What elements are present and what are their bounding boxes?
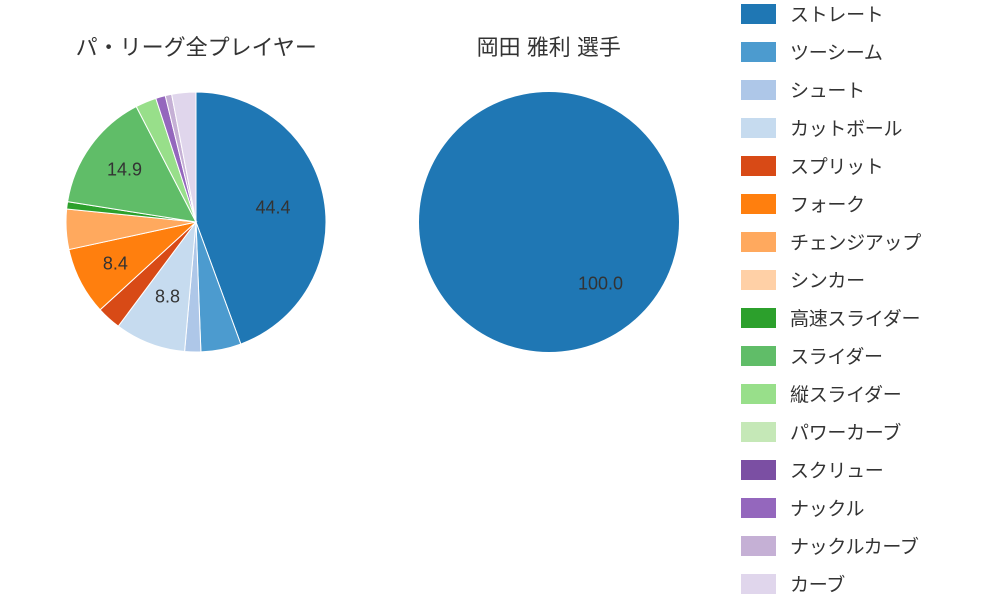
- legend-label: スクリュー: [790, 456, 884, 483]
- legend-item: ツーシーム: [741, 38, 982, 65]
- legend-label: カットボール: [790, 114, 902, 141]
- legend-swatch: [741, 232, 776, 252]
- chart-title: 岡田 雅利 選手: [477, 30, 621, 62]
- pie-slice: [419, 92, 679, 352]
- legend-item: 高速スライダー: [741, 304, 982, 331]
- legend-item: ストレート: [741, 0, 982, 27]
- legend-label: ナックルカーブ: [790, 532, 919, 559]
- legend-swatch: [741, 156, 776, 176]
- legend-swatch: [741, 80, 776, 100]
- legend-label: スライダー: [790, 342, 883, 369]
- legend-label: シンカー: [790, 266, 865, 293]
- charts-area: パ・リーグ全プレイヤー 44.48.88.414.9 岡田 雅利 選手 100.0: [0, 0, 735, 600]
- legend-swatch: [741, 346, 776, 366]
- legend-item: スライダー: [741, 342, 982, 369]
- legend-label: ストレート: [790, 0, 884, 27]
- legend-label: シュート: [790, 76, 865, 103]
- legend-item: ナックルカーブ: [741, 532, 982, 559]
- legend-item: シュート: [741, 76, 982, 103]
- legend-item: ナックル: [741, 494, 982, 521]
- legend: ストレートツーシームシュートカットボールスプリットフォークチェンジアップシンカー…: [735, 0, 1000, 600]
- legend-item: スプリット: [741, 152, 982, 179]
- legend-item: シンカー: [741, 266, 982, 293]
- legend-swatch: [741, 308, 776, 328]
- legend-swatch: [741, 4, 776, 24]
- legend-swatch: [741, 536, 776, 556]
- legend-swatch: [741, 118, 776, 138]
- legend-item: 縦スライダー: [741, 380, 982, 407]
- pie-wrap: 44.48.88.414.9: [56, 82, 336, 362]
- legend-swatch: [741, 270, 776, 290]
- legend-swatch: [741, 460, 776, 480]
- legend-swatch: [741, 42, 776, 62]
- legend-swatch: [741, 194, 776, 214]
- legend-swatch: [741, 422, 776, 442]
- legend-label: 高速スライダー: [790, 304, 920, 331]
- legend-swatch: [741, 384, 776, 404]
- legend-label: フォーク: [790, 190, 865, 217]
- legend-item: チェンジアップ: [741, 228, 982, 255]
- chart-title: パ・リーグ全プレイヤー: [76, 30, 317, 62]
- legend-swatch: [741, 498, 776, 518]
- legend-label: ツーシーム: [790, 38, 883, 65]
- pie-wrap: 100.0: [409, 82, 689, 362]
- legend-label: ナックル: [790, 494, 864, 521]
- legend-item: フォーク: [741, 190, 982, 217]
- legend-label: パワーカーブ: [790, 418, 901, 445]
- legend-swatch: [741, 574, 776, 594]
- legend-label: スプリット: [790, 152, 884, 179]
- legend-label: チェンジアップ: [790, 228, 921, 255]
- legend-item: パワーカーブ: [741, 418, 982, 445]
- chart-container: パ・リーグ全プレイヤー 44.48.88.414.9 岡田 雅利 選手 100.0 ス…: [0, 0, 1000, 600]
- legend-item: スクリュー: [741, 456, 982, 483]
- legend-label: 縦スライダー: [790, 380, 901, 407]
- pie-chart: パ・リーグ全プレイヤー 44.48.88.414.9: [20, 30, 373, 570]
- legend-label: カーブ: [790, 570, 845, 597]
- legend-item: カットボール: [741, 114, 982, 141]
- legend-item: カーブ: [741, 570, 982, 597]
- pie-chart: 岡田 雅利 選手 100.0: [373, 30, 726, 570]
